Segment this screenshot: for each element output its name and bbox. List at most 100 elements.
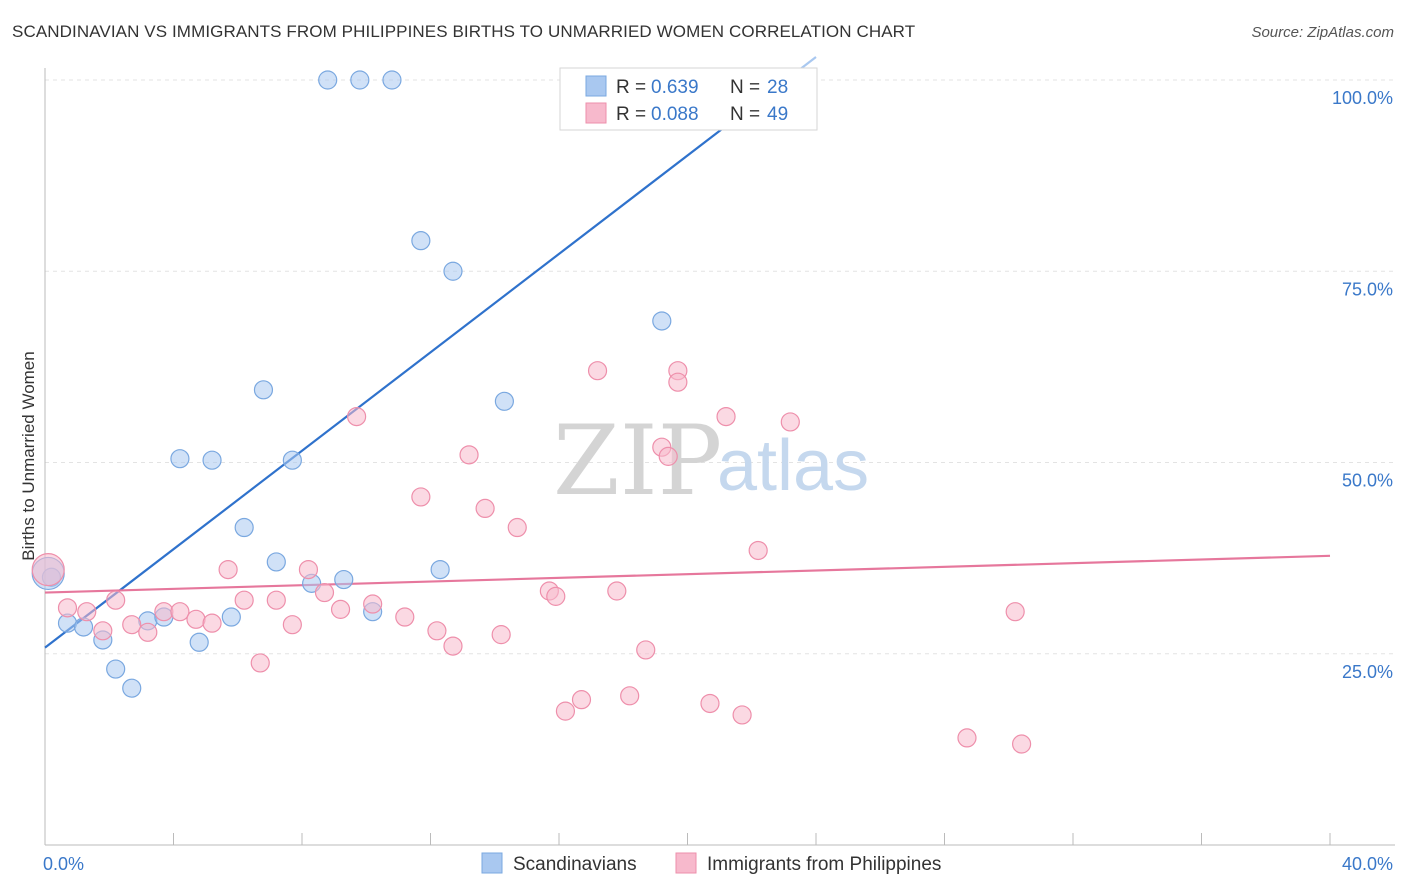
point-philippines xyxy=(363,594,383,614)
point-scandinavians xyxy=(282,450,302,470)
y-tick-label: 25.0% xyxy=(1342,662,1393,682)
point-scandinavians xyxy=(350,70,370,90)
point-philippines xyxy=(347,407,367,427)
trendline-philippines xyxy=(44,554,1331,594)
point-philippines xyxy=(620,686,640,706)
y-tick-label: 75.0% xyxy=(1342,279,1393,299)
point-philippines xyxy=(77,602,97,622)
point-philippines xyxy=(202,613,222,633)
point-philippines xyxy=(170,602,190,622)
bottom-legend-label-scandinavians: Scandinavians xyxy=(513,854,637,875)
point-philippines xyxy=(250,653,270,673)
point-philippines xyxy=(587,361,608,381)
point-philippines xyxy=(1011,734,1032,754)
bottom-legend-swatch-scandinavians xyxy=(481,852,503,874)
point-philippines xyxy=(57,598,78,618)
axes xyxy=(44,68,1395,846)
point-scandinavians xyxy=(202,450,222,470)
point-scandinavians xyxy=(494,391,514,411)
chart-title: SCANDINAVIAN VS IMMIGRANTS FROM PHILIPPI… xyxy=(12,22,916,41)
point-philippines xyxy=(658,446,678,466)
point-philippines xyxy=(154,602,174,622)
point-philippines xyxy=(732,705,752,725)
point-philippines xyxy=(266,590,286,610)
stats-legend: R = 0.639 N = 28 R = 0.088 N = 49 xyxy=(559,67,818,131)
point-philippines xyxy=(716,407,736,427)
trendlines xyxy=(44,56,1331,649)
point-philippines xyxy=(668,372,688,392)
point-scandinavians xyxy=(318,70,338,90)
point-scandinavians xyxy=(266,552,286,572)
point-philippines xyxy=(957,728,977,748)
point-philippines xyxy=(314,582,335,603)
point-scandinavians xyxy=(221,607,241,627)
bottom-legend-label-philippines: Immigrants from Philippines xyxy=(707,854,941,875)
point-philippines xyxy=(395,607,415,627)
x-tick-labels: 0.0% 40.0% xyxy=(43,854,1393,874)
bottom-legend-swatch-philippines xyxy=(675,852,697,874)
legend-swatch-scandinavians xyxy=(585,75,607,97)
x-tick-label: 0.0% xyxy=(43,854,84,874)
legend-swatch-philippines xyxy=(585,102,607,124)
legend-r-value-philippines: 0.088 xyxy=(651,104,699,125)
point-philippines xyxy=(427,621,447,641)
legend-r-label-philippines: R = xyxy=(616,104,646,125)
point-scandinavians xyxy=(411,231,431,251)
legend-r-value-scandinavians: 0.639 xyxy=(651,77,699,98)
point-philippines xyxy=(122,615,142,635)
point-scandinavians xyxy=(106,659,126,679)
legend-n-label-philippines: N = xyxy=(730,104,760,125)
point-scandinavians xyxy=(170,449,190,469)
point-scandinavians xyxy=(430,559,450,580)
point-philippines xyxy=(571,690,592,710)
legend-n-label-scandinavians: N = xyxy=(730,77,760,98)
y-axis-label: Births to Unmarried Women xyxy=(19,351,38,560)
point-philippines xyxy=(780,412,800,432)
point-philippines xyxy=(700,693,720,714)
point-scandinavians xyxy=(334,569,354,590)
point-philippines xyxy=(491,625,511,645)
y-tick-labels: 25.0% 50.0% 75.0% 100.0% xyxy=(1332,88,1393,682)
point-philippines xyxy=(411,487,431,507)
point-philippines xyxy=(31,552,65,587)
y-tick-label: 50.0% xyxy=(1342,471,1393,491)
point-scandinavians xyxy=(382,70,402,90)
watermark-zip: ZIP xyxy=(553,405,722,517)
point-philippines xyxy=(636,640,656,660)
watermark: ZIP atlas xyxy=(553,405,869,517)
chart-source: Source: ZipAtlas.com xyxy=(1251,24,1394,41)
point-philippines xyxy=(555,701,576,721)
legend-n-value-scandinavians: 28 xyxy=(767,77,788,98)
data-points xyxy=(31,70,1032,754)
point-philippines xyxy=(106,590,126,610)
point-scandinavians xyxy=(189,632,209,652)
y-tick-label: 100.0% xyxy=(1332,88,1393,108)
point-philippines xyxy=(330,599,351,619)
point-scandinavians xyxy=(443,261,463,281)
point-scandinavians xyxy=(652,311,672,331)
point-scandinavians xyxy=(234,517,254,538)
gridlines xyxy=(45,79,1395,655)
watermark-atlas: atlas xyxy=(717,426,869,506)
point-philippines xyxy=(443,636,463,656)
point-philippines xyxy=(298,559,319,580)
x-tick-label: 40.0% xyxy=(1342,854,1393,874)
point-philippines xyxy=(234,590,254,610)
legend-n-value-philippines: 49 xyxy=(767,104,788,125)
point-philippines xyxy=(282,615,302,635)
point-scandinavians xyxy=(122,678,142,698)
trendline-scandinavians xyxy=(44,94,767,649)
point-philippines xyxy=(475,498,495,518)
bottom-legend: Scandinavians Immigrants from Philippine… xyxy=(481,852,941,875)
legend-r-label-scandinavians: R = xyxy=(616,77,646,98)
point-philippines xyxy=(186,609,206,629)
point-philippines xyxy=(93,621,113,641)
point-philippines xyxy=(138,622,158,642)
point-philippines xyxy=(546,586,566,606)
point-philippines xyxy=(748,540,768,561)
point-scandinavians xyxy=(253,380,274,400)
point-philippines xyxy=(1005,602,1025,622)
point-philippines xyxy=(607,581,627,601)
point-philippines xyxy=(507,517,527,538)
